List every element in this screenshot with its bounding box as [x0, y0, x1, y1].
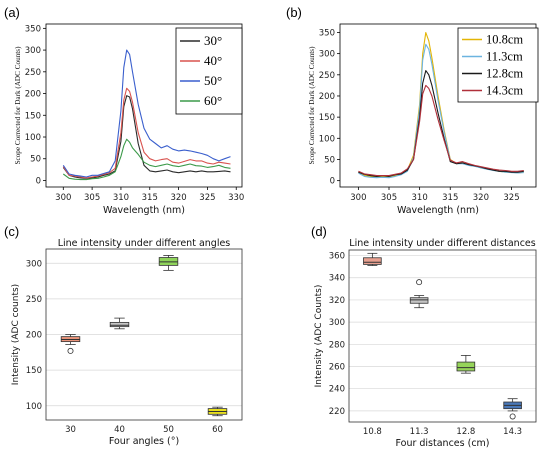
y-tick-label: 200: [26, 331, 42, 341]
box-outlier: [416, 279, 423, 286]
y-axis-label: Scope Corrected for Dark (ADC Counts): [308, 46, 316, 165]
legend-label: 30°: [204, 33, 222, 48]
chart-c: 100 150 200 250 300 30 40 50 60 Line intensity un…: [11, 238, 243, 447]
series-line-4: [62, 138, 231, 181]
panel-label-b: (b): [286, 5, 302, 20]
x-tick-label: 30: [65, 425, 76, 435]
x-tick-label: 320: [473, 193, 489, 203]
x-tick-label: 300: [350, 193, 366, 203]
y-tick-label: 0: [36, 176, 41, 186]
x-tick-label: 11.3: [410, 427, 429, 437]
box-body: [363, 257, 382, 265]
x-tick-label: 310: [113, 193, 129, 203]
y-tick-label: 50: [30, 155, 41, 165]
chart-d: 220 240 260 280 300 320 340 360 10.8 11.3 12.8 14.3…: [314, 238, 537, 449]
y-tick-label: 50: [324, 155, 335, 165]
y-tick-label: 300: [329, 318, 345, 328]
y-tick-label: 240: [329, 385, 345, 395]
series-line-1: [62, 95, 231, 179]
y-tick-label: 150: [26, 366, 42, 376]
legend-box: [175, 27, 243, 115]
y-tick-label: 150: [319, 113, 335, 123]
legend-label: 40°: [204, 53, 222, 68]
x-tick-label: 40: [114, 425, 125, 435]
series-line-3: [358, 70, 524, 177]
y-tick-label: 100: [25, 133, 41, 143]
chart-a: 300 305 310 315 320 325 330 0 50 100 150 200 250 300 3…: [14, 23, 244, 216]
x-tick-label: 50: [163, 425, 174, 435]
series-line-2: [62, 87, 231, 179]
x-tick-label: 315: [142, 193, 158, 203]
legend-label: 12.8cm: [486, 67, 523, 81]
series-line-3: [62, 49, 231, 178]
y-tick-label: 260: [329, 363, 345, 373]
legend-box: [457, 27, 539, 103]
chart-title: Line intensity under different angles: [58, 238, 231, 249]
y-tick-label: 0: [330, 177, 335, 187]
x-tick-label: 325: [503, 193, 519, 203]
x-tick-label: 320: [170, 193, 186, 203]
legend-label: 60°: [204, 93, 222, 108]
plot-frame: [45, 248, 243, 421]
y-tick-label: 280: [329, 340, 345, 350]
box-body: [456, 361, 476, 372]
box-outlier: [67, 347, 74, 354]
x-tick-label: 10.8: [363, 427, 382, 437]
x-tick-label: 14.3: [503, 427, 522, 437]
x-tick-label: 315: [442, 193, 458, 203]
y-tick-label: 100: [26, 402, 42, 412]
y-tick-label: 100: [319, 134, 335, 144]
legend-label: 14.3cm: [486, 84, 523, 98]
legend-label: 50°: [204, 73, 222, 88]
y-tick-label: 350: [25, 24, 41, 34]
legend-label: 10.8cm: [486, 33, 523, 47]
y-tick-label: 150: [25, 111, 41, 121]
box-body: [409, 297, 429, 304]
x-axis-label: Wavelength (nm): [103, 205, 185, 216]
y-tick-label: 200: [25, 90, 41, 100]
panel-label-c: (c): [4, 224, 19, 239]
x-axis-label: Four angles (°): [109, 436, 179, 447]
y-axis-label: Intensity (ADC counts): [11, 284, 21, 385]
plot-frame: [348, 249, 537, 423]
y-tick-label: 200: [319, 92, 335, 102]
y-tick-label: 300: [25, 46, 41, 56]
y-tick-label: 220: [329, 407, 345, 417]
chart-b: 300 305 310 315 320 325 0 50 100 150 200 250 300 350 W…: [308, 23, 539, 216]
x-tick-label: 325: [199, 193, 215, 203]
box-body: [109, 321, 130, 328]
panel-label-a: (a): [4, 5, 20, 20]
legend-label: 11.3cm: [486, 50, 523, 64]
y-axis-label: Scope Corrected for Dark (ADC Counts): [14, 46, 22, 165]
x-tick-label: 12.8: [456, 427, 475, 437]
y-tick-label: 250: [26, 295, 42, 305]
series-line-4: [358, 84, 524, 177]
y-tick-label: 340: [329, 274, 345, 284]
y-tick-label: 300: [26, 259, 42, 269]
plot-frame: [339, 23, 537, 188]
x-tick-label: 305: [381, 193, 397, 203]
y-axis-label: Intensity (ADC Counts): [314, 285, 324, 388]
x-axis-label: Wavelength (nm): [397, 205, 479, 216]
y-tick-label: 350: [319, 28, 335, 38]
x-tick-label: 300: [55, 193, 71, 203]
x-tick-label: 305: [84, 193, 100, 203]
y-tick-label: 250: [319, 71, 335, 81]
x-tick-label: 330: [228, 193, 244, 203]
panel-label-d: (d): [311, 224, 327, 239]
y-tick-label: 360: [329, 252, 345, 262]
y-tick-label: 320: [329, 296, 345, 306]
y-tick-label: 250: [25, 68, 41, 78]
x-tick-label: 310: [412, 193, 428, 203]
x-axis-label: Four distances (cm): [396, 438, 490, 449]
y-tick-label: 300: [319, 50, 335, 60]
x-tick-label: 60: [212, 425, 223, 435]
chart-title: Line intensity under different distances: [349, 238, 535, 249]
box-outlier: [509, 413, 516, 420]
